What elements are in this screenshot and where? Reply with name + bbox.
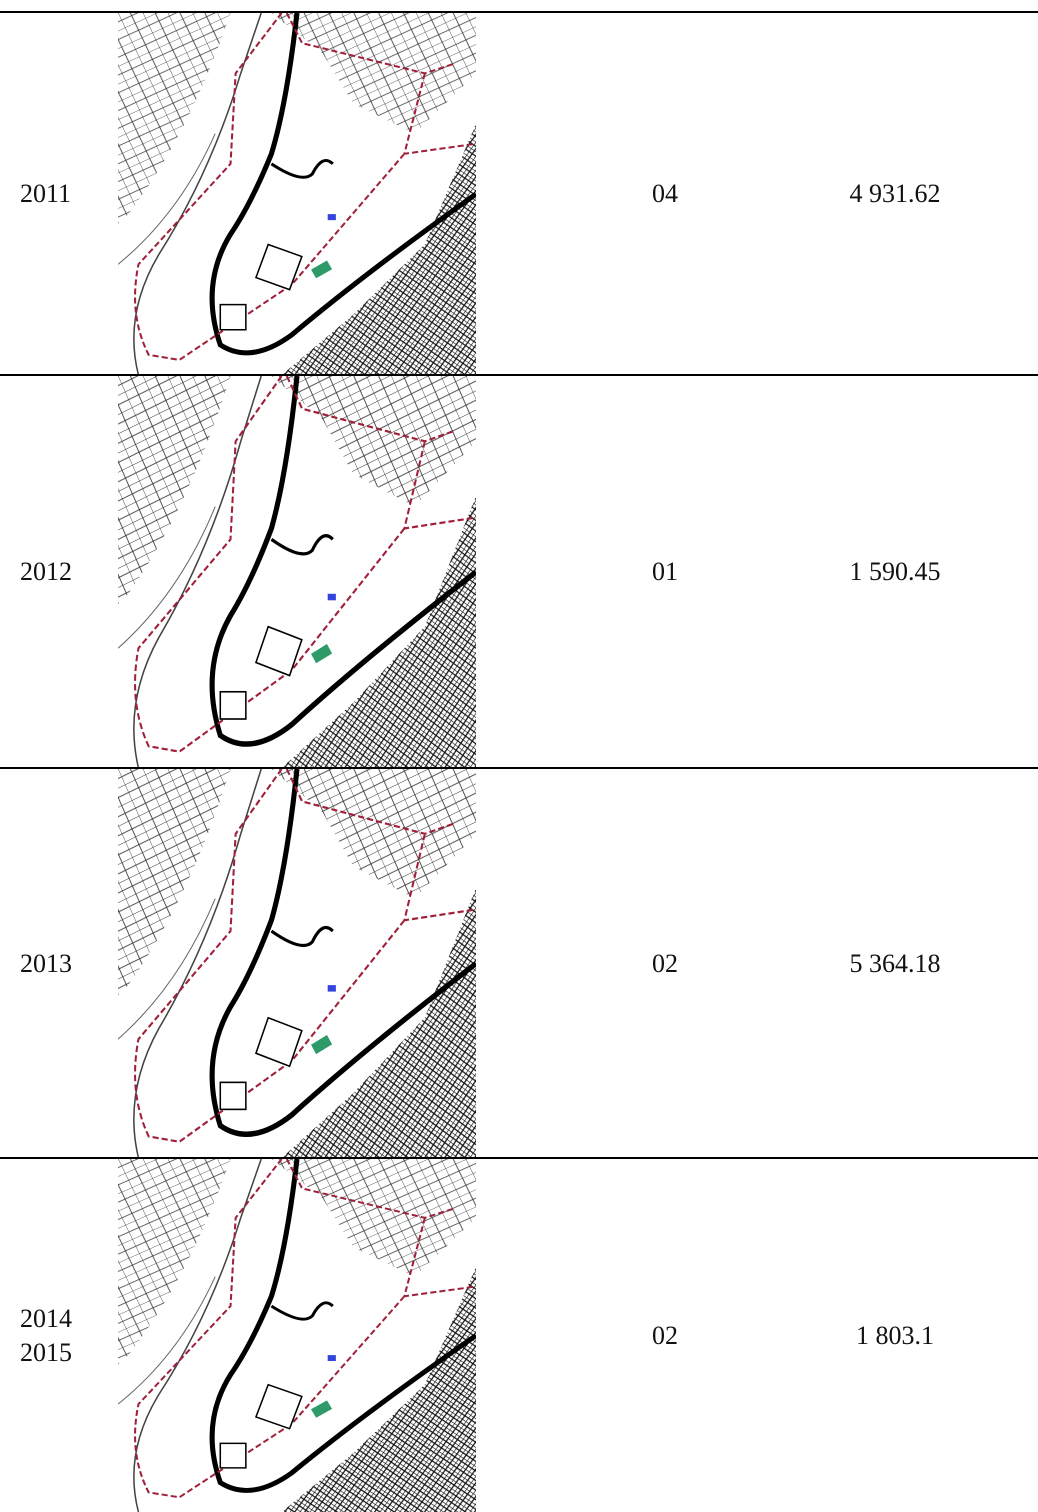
map-image <box>118 376 476 768</box>
map-drawing <box>118 13 476 375</box>
year-text: 2013 <box>20 948 72 978</box>
year-text: 2012 <box>20 557 72 586</box>
row-rule <box>0 767 1038 769</box>
year-text: 2014 <box>20 1303 72 1333</box>
map-image <box>118 1159 476 1512</box>
map-drawing <box>118 376 476 768</box>
map-drawing <box>118 1159 476 1512</box>
count-cell: 04 <box>652 179 678 208</box>
row-rule <box>0 11 1038 13</box>
year-cell: 2012 <box>20 376 100 768</box>
area-cell: 1 590.45 <box>849 557 941 586</box>
row-rule <box>0 1157 1038 1159</box>
map-drawing <box>118 769 476 1158</box>
area-cell: 4 931.62 <box>849 179 941 208</box>
table-row: 2014 2015 02 1 803.1 <box>0 1159 1038 1512</box>
area-cell: 1 803.1 <box>856 1320 934 1350</box>
row-rule <box>0 374 1038 376</box>
year-cell: 2014 2015 <box>20 1159 100 1512</box>
year-cell: 2013 <box>20 769 100 1158</box>
table-row: 2011 04 4 931.62 <box>0 13 1038 375</box>
year-cell: 2011 <box>20 13 100 375</box>
map-image <box>118 13 476 375</box>
year-text: 2011 <box>20 179 72 208</box>
table-row: 2013 02 5 364.18 <box>0 769 1038 1158</box>
map-image <box>118 769 476 1158</box>
count-cell: 02 <box>652 1320 678 1350</box>
table-row: 2012 01 1 590.45 <box>0 376 1038 768</box>
area-cell: 5 364.18 <box>849 948 941 978</box>
year-text: 2015 <box>20 1337 72 1367</box>
count-cell: 01 <box>652 557 678 586</box>
count-cell: 02 <box>652 948 678 978</box>
